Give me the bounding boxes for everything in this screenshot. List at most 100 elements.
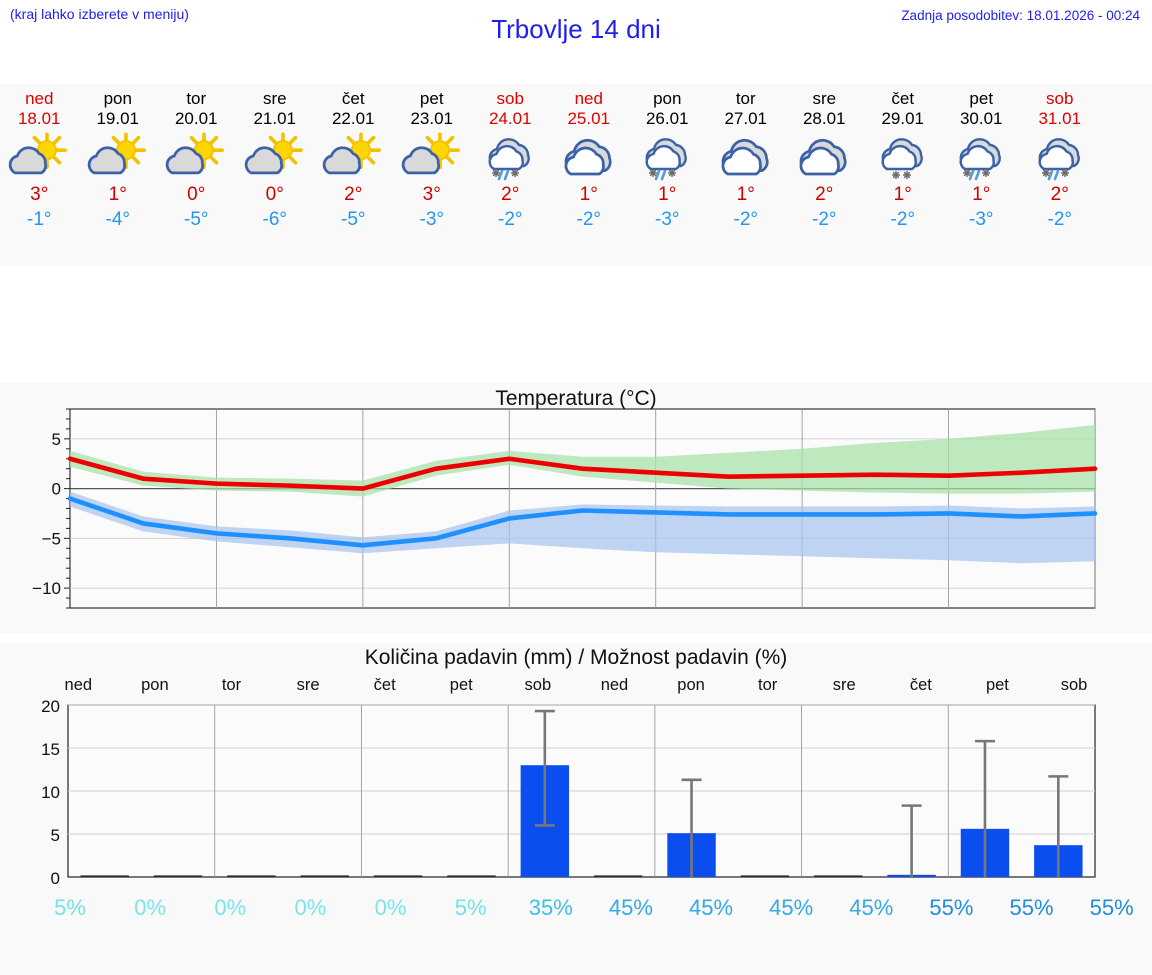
precipitation-chart-title: Količina padavin (mm) / Možnost padavin … <box>364 646 788 669</box>
precipitation-bar[interactable] <box>814 875 863 877</box>
precipitation-probability-label: 55% <box>1009 895 1054 920</box>
precipitation-day-label: pet <box>449 676 473 694</box>
page-header: (kraj lahko izberete v meniju) Trbovlje … <box>0 0 1152 80</box>
temp-max: 1° <box>736 184 755 205</box>
temp-max: 1° <box>658 184 677 205</box>
precipitation-y-tick: 15 <box>41 740 60 759</box>
temp-max: 0° <box>187 184 206 205</box>
temperature-chart-section: Temperatura (°C) 50−5−10 © vreme.us & vr… <box>0 383 1152 867</box>
sun-cloud-icon <box>242 132 308 180</box>
forecast-day-column[interactable]: čet 22.01 2° -5° <box>314 84 393 266</box>
forecast-day-column[interactable]: sre 28.01 2° -2° <box>785 84 864 266</box>
cloud-icon <box>713 132 779 180</box>
temp-max: 2° <box>1050 184 1069 205</box>
forecast-day-column[interactable]: pet 23.01 3° -3° <box>393 84 472 266</box>
day-name: ned <box>25 89 54 108</box>
temp-min: -2° <box>1047 209 1073 230</box>
forecast-day-column[interactable]: ned 25.01 1° -2° <box>550 84 629 266</box>
day-date: 27.01 <box>724 109 768 128</box>
day-name: sre <box>262 89 287 108</box>
precipitation-day-label: sre <box>832 676 856 694</box>
day-name: tor <box>186 89 207 108</box>
precipitation-day-label: čet <box>373 676 396 694</box>
temp-max: 3° <box>30 184 49 205</box>
temperature-y-tick: −5 <box>42 529 61 548</box>
temperature-chart-svg: 5 0 −5 −10 <box>32 408 1098 609</box>
day-date: 23.01 <box>410 109 454 128</box>
day-date: 26.01 <box>645 109 689 128</box>
last-update-text: Zadnja posodobitev: 18.01.2026 - 00:24 <box>901 8 1140 23</box>
precipitation-bar[interactable] <box>227 875 276 877</box>
cloud-snow-icon <box>870 132 936 180</box>
precipitation-probability-label: 45% <box>608 895 653 920</box>
precipitation-day-label: pon <box>677 676 705 694</box>
temperature-y-tick: 0 <box>52 480 61 499</box>
precipitation-bar[interactable] <box>80 875 129 877</box>
day-date: 30.01 <box>959 109 1003 128</box>
temp-min: -2° <box>733 209 759 230</box>
forecast-day-column[interactable]: pon 26.01 1° -3° <box>628 84 707 266</box>
forecast-day-column[interactable]: sre 21.01 0° -6° <box>236 84 315 266</box>
forecast-day-column[interactable]: sob 31.01 2° -2° <box>1021 84 1100 266</box>
temp-min: -2° <box>812 209 837 230</box>
temp-min: -2° <box>498 209 523 230</box>
precipitation-day-label: pet <box>985 676 1009 694</box>
cloud-icon <box>791 132 857 180</box>
temperature-line <box>67 496 1098 548</box>
precipitation-y-tick: 0 <box>51 869 60 888</box>
day-date: 20.01 <box>174 109 218 128</box>
temperature-chart-title: Temperatura (°C) <box>495 387 657 410</box>
precipitation-day-label: čet <box>909 676 932 694</box>
day-name: pet <box>419 89 444 108</box>
temp-max: 0° <box>265 184 284 205</box>
precipitation-chart-svg: 0 5 10 15 20 <box>41 697 1096 888</box>
forecast-day-column[interactable]: pet 30.01 1° -3° <box>942 84 1021 266</box>
sun-cloud-icon <box>163 132 229 180</box>
day-name: pon <box>103 89 132 108</box>
forecast-day-column[interactable]: tor 27.01 1° -2° <box>707 84 786 266</box>
day-date: 31.01 <box>1038 109 1082 128</box>
day-name: sre <box>812 89 837 108</box>
precipitation-bar[interactable] <box>447 875 496 877</box>
precipitation-bar[interactable] <box>740 875 790 877</box>
precipitation-probability-label: 35% <box>528 895 573 920</box>
precipitation-day-label: sob <box>1060 676 1088 694</box>
precipitation-probability-label: 5% <box>454 895 487 920</box>
forecast-day-column[interactable]: pon 19.01 1° -4° <box>79 84 158 266</box>
temp-min: -3° <box>419 209 445 230</box>
day-date: 29.01 <box>881 109 925 128</box>
day-date: 21.01 <box>253 109 297 128</box>
sun-cloud-icon <box>85 132 151 180</box>
day-date: 28.01 <box>802 109 846 128</box>
precipitation-day-label: sre <box>296 676 320 694</box>
forecast-day-column[interactable]: ned 18.01 3° -1° <box>0 84 79 266</box>
precipitation-day-label: pon <box>141 676 169 694</box>
precipitation-probability-label: 5% <box>54 895 86 920</box>
precipitation-probability-label: 45% <box>689 895 734 920</box>
sun-cloud-icon <box>320 132 386 180</box>
temp-min: -3° <box>969 209 994 230</box>
precipitation-probability-row: 5% 0% 0% 0% 0% 5% 35% 45% 45% 45% 45% 55% 55% 55% <box>30 895 1152 929</box>
precipitation-bar[interactable] <box>373 875 423 877</box>
precipitation-bar[interactable] <box>593 875 643 877</box>
temp-max: 2° <box>501 184 520 205</box>
temp-min: -6° <box>262 209 288 230</box>
precipitation-y-tick: 5 <box>51 826 60 845</box>
cloud-rain-snow-icon <box>948 132 1014 181</box>
precipitation-probability-label: 0% <box>134 895 167 920</box>
temp-max: 3° <box>422 184 441 205</box>
page-title: Trbovlje 14 dni <box>491 14 661 44</box>
temp-min: -5° <box>341 209 366 230</box>
day-name: sob <box>496 89 524 108</box>
day-name: ned <box>574 89 603 108</box>
temp-max: 2° <box>815 184 834 205</box>
forecast-day-column[interactable]: sob 24.01 2° -2° <box>471 84 550 266</box>
forecast-day-column[interactable]: čet 29.01 1° -2° <box>864 84 943 266</box>
temp-min: -2° <box>576 209 602 230</box>
forecast-day-column[interactable]: tor 20.01 0° -5° <box>157 84 236 266</box>
precipitation-bar[interactable] <box>153 875 203 877</box>
precipitation-y-tick: 10 <box>41 783 60 802</box>
temperature-uncertainty-band <box>70 491 1095 564</box>
day-date: 25.01 <box>567 109 611 128</box>
precipitation-bar[interactable] <box>300 875 349 877</box>
